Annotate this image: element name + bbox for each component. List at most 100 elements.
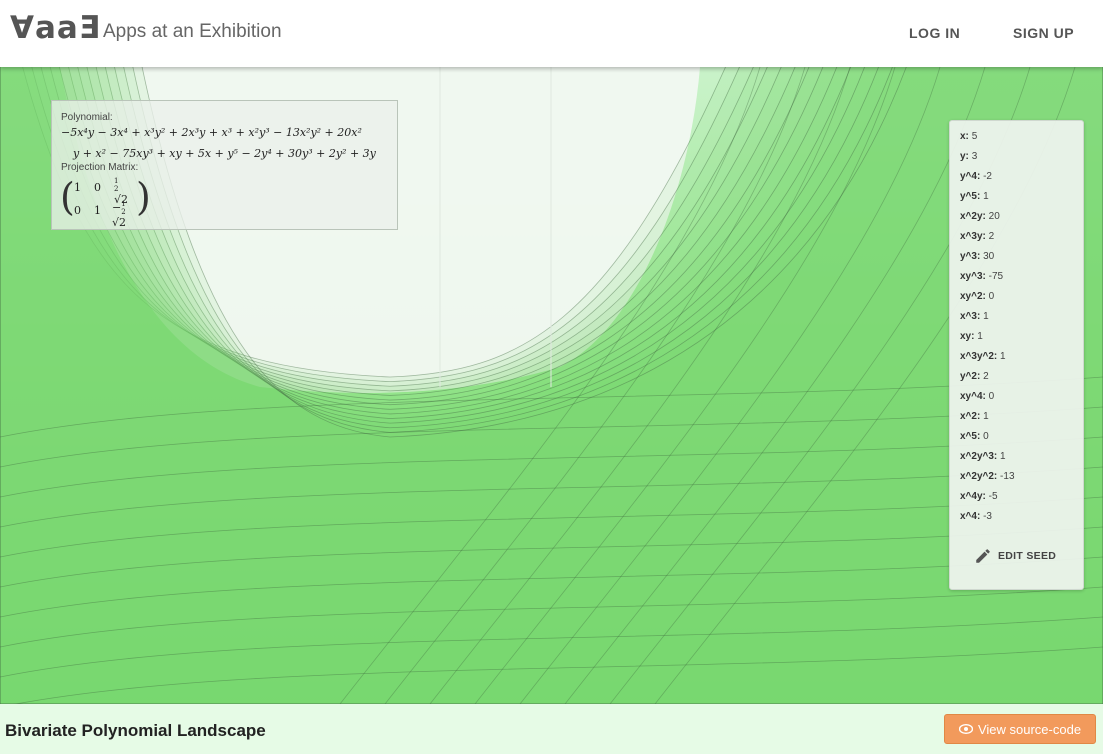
seed-item-key: y^4: [960, 171, 981, 182]
contour-line [0, 586, 1103, 648]
seed-item: x^3y: 2 [960, 231, 1015, 251]
polynomial-label: Polynomial: [61, 112, 113, 123]
seed-item: x^4y: -5 [960, 491, 1015, 511]
seed-item-value: 0 [988, 291, 995, 302]
seed-item: xy^3: -75 [960, 271, 1015, 291]
seed-item-key: y^2: [960, 371, 981, 382]
contour-layer [0, 67, 1103, 704]
seed-item-value: 0 [988, 391, 995, 402]
seed-item-key: xy^2: [960, 291, 986, 302]
seed-coefficient-list: x: 5 y: 3 y^4: -2 y^5: 1 x^2y: 20 x^3y: 2 y^3:… [960, 131, 1015, 531]
eye-icon [958, 722, 974, 737]
seed-item-key: x^3y^2: [960, 351, 998, 362]
seed-item-value: 3 [971, 151, 978, 162]
seed-item-key: x^4y: [960, 491, 986, 502]
seed-item-value: -75 [988, 271, 1004, 282]
seed-item-value: 2 [983, 371, 989, 382]
matrix-cell: 0 [94, 181, 101, 194]
contour-line [0, 526, 1103, 588]
seed-item-key: x^3: [960, 311, 981, 322]
seed-item-value: 1 [977, 331, 983, 342]
seed-item-value: 5 [971, 131, 978, 142]
edit-seed-button[interactable]: EDIT SEED [974, 545, 1056, 567]
seed-item: x^2y^2: -13 [960, 471, 1015, 491]
contour-line [0, 376, 1103, 438]
seed-item-value: 1 [983, 411, 989, 422]
seed-item: x^5: 0 [960, 431, 1015, 451]
contour-layer [0, 67, 1103, 704]
contour-line [13, 646, 1103, 704]
seed-item: xy^2: 0 [960, 291, 1015, 311]
seed-item: y^5: 1 [960, 191, 1015, 211]
contour-line [474, 67, 896, 704]
seed-item-key: y: [960, 151, 969, 162]
contour-line [429, 67, 851, 704]
polynomial-formula-line2: y + x² − 75xy³ + xy + 5x + y⁵ − 2y⁴ + 30… [73, 147, 376, 160]
signup-button[interactable]: SIGN UP [1013, 25, 1075, 41]
seed-item-value: 1 [1000, 351, 1006, 362]
seed-item: x^2y^3: 1 [960, 451, 1015, 471]
polynomial-panel: Polynomial: −5x⁴y − 3x⁴ + x³y² + 2x³y + … [51, 100, 398, 230]
matrix-cell-fraction: −1 2√2 [112, 200, 127, 229]
seed-item-key: x^3y: [960, 231, 986, 242]
matrix-cell: 1 [94, 204, 101, 217]
seed-item: x^2y: 20 [960, 211, 1015, 231]
seed-item-key: x^2y^2: [960, 471, 998, 482]
pencil-icon [974, 547, 992, 565]
contour-line [384, 67, 806, 704]
seed-item-value: -2 [983, 171, 992, 182]
seed-item-value: -13 [1000, 471, 1015, 482]
seed-item-key: x^2y^3: [960, 451, 998, 462]
matrix-cell: 1 [74, 181, 81, 194]
seed-item-key: xy^4: [960, 391, 986, 402]
contour-line [0, 466, 1103, 528]
seed-item-key: xy: [960, 331, 975, 342]
contour-layer [0, 67, 1103, 704]
seed-item-value: 1 [983, 191, 989, 202]
surface-contours [0, 67, 1103, 704]
login-button[interactable]: LOG IN [909, 25, 961, 41]
seed-item: x^2: 1 [960, 411, 1015, 431]
seed-item-key: x: [960, 131, 969, 142]
app-footer: Bivariate Polynomial Landscape View sour… [0, 704, 1103, 754]
contour-line [0, 436, 1103, 498]
projection-matrix-label: Projection Matrix: [61, 162, 139, 173]
seed-item-value: 30 [983, 251, 995, 262]
seed-item: y^3: 30 [960, 251, 1015, 271]
seed-panel: x: 5 y: 3 y^4: -2 y^5: 1 x^2y: 20 x^3y: 2 y^3:… [949, 120, 1084, 590]
seed-item-key: y^5: [960, 191, 981, 202]
seed-item: xy: 1 [960, 331, 1015, 351]
app-header: ∀aaƎ Apps at an Exhibition LOG IN SIGN U… [0, 0, 1103, 67]
view-source-label: View source-code [977, 721, 1082, 737]
app-title: Bivariate Polynomial Landscape [5, 721, 266, 740]
seed-item-key: x^2: [960, 411, 981, 422]
contour-line [0, 616, 1103, 678]
polynomial-landscape-canvas[interactable] [0, 67, 1103, 704]
contour-line [0, 406, 1103, 468]
seed-item: x^4: -3 [960, 511, 1015, 531]
seed-item-value: -3 [983, 511, 992, 522]
contour-line [339, 67, 761, 704]
seed-item: y^2: 2 [960, 371, 1015, 391]
seed-item-value: 1 [1000, 451, 1006, 462]
seed-item-value: 2 [988, 231, 995, 242]
seed-item-key: x^4: [960, 511, 981, 522]
seed-item-key: x^2y: [960, 211, 986, 222]
seed-item-value: 1 [983, 311, 989, 322]
seed-item: x: 5 [960, 131, 1015, 151]
matrix-cell-fraction: 1 2√2 [114, 177, 129, 206]
seed-item-value: -5 [988, 491, 998, 502]
site-title[interactable]: Apps at an Exhibition [103, 21, 282, 42]
seed-item-key: y^3: [960, 251, 981, 262]
site-logo[interactable]: ∀aaƎ [10, 10, 102, 46]
seed-item: x^3y^2: 1 [960, 351, 1015, 371]
seed-item-value: 0 [983, 431, 989, 442]
seed-item: y: 3 [960, 151, 1015, 171]
seed-item-value: 20 [988, 211, 1000, 222]
view-source-button[interactable]: View source-code [944, 714, 1096, 744]
seed-item-key: xy^3: [960, 271, 986, 282]
seed-item: y^4: -2 [960, 171, 1015, 191]
edit-seed-label: EDIT SEED [998, 550, 1057, 562]
seed-item: xy^4: 0 [960, 391, 1015, 411]
contour-line [0, 556, 1103, 618]
